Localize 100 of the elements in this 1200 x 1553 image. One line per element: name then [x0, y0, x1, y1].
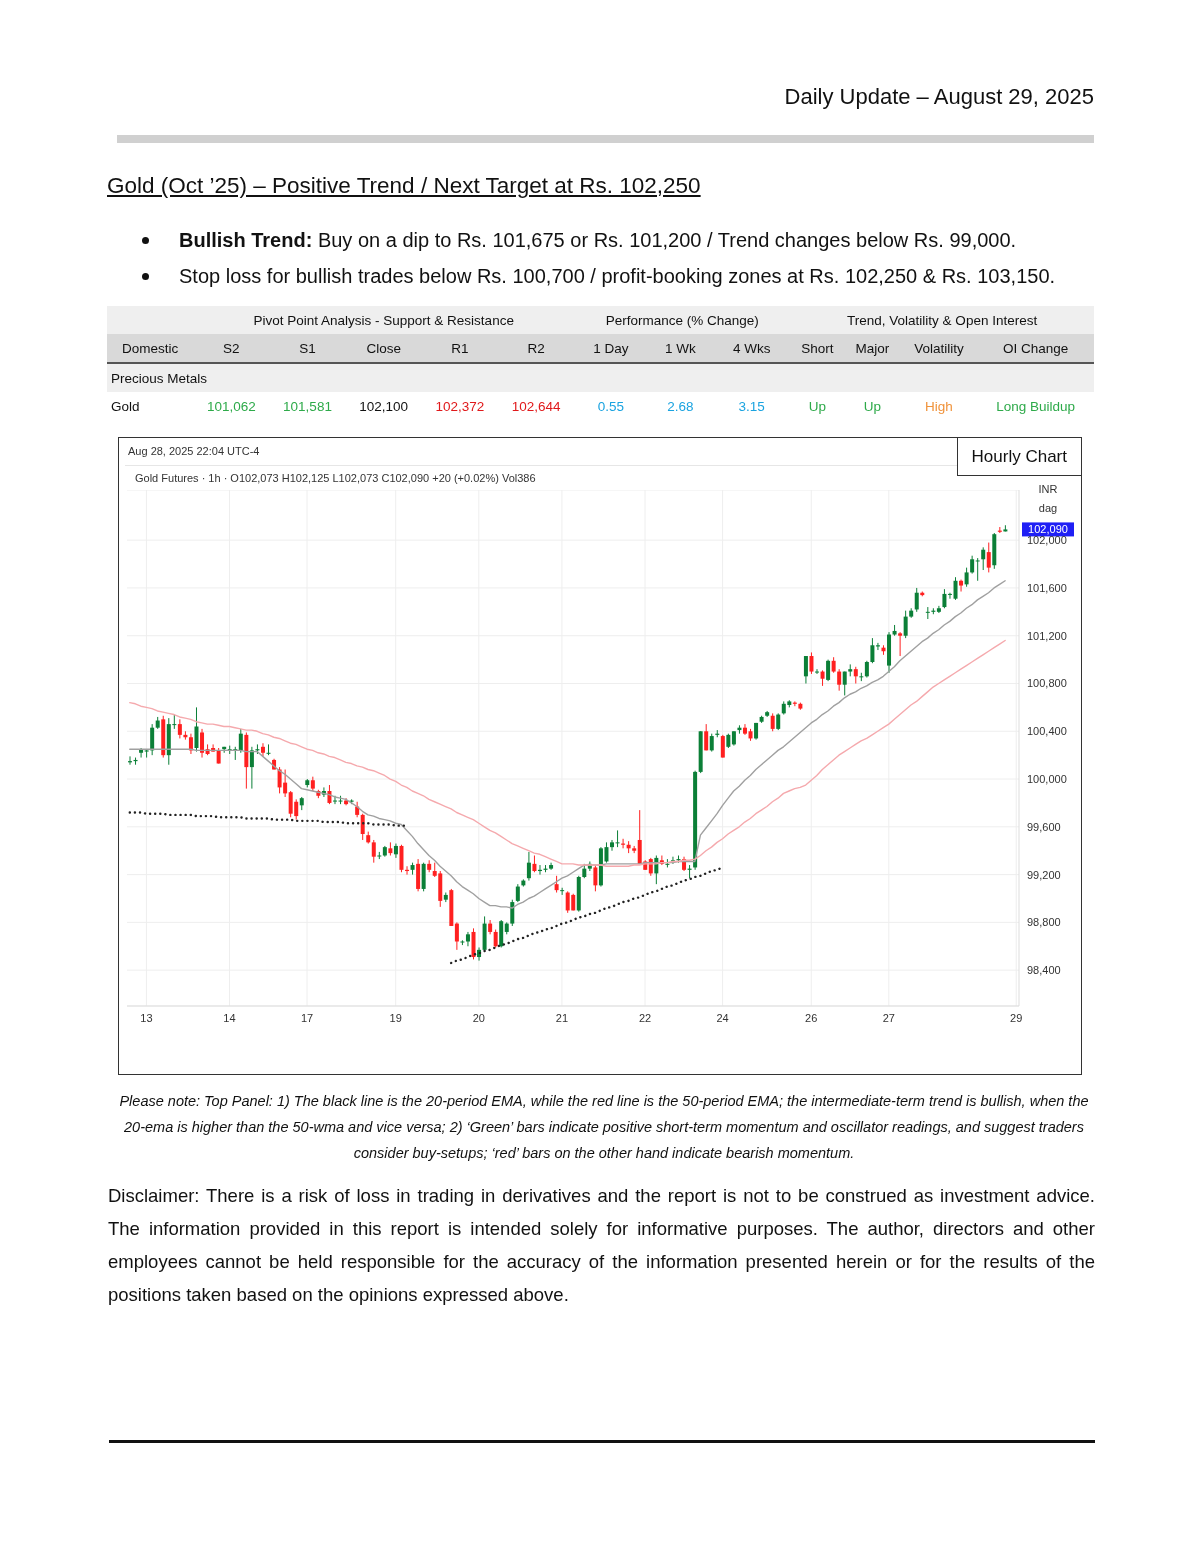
candlestick [260, 742, 265, 757]
candlestick [560, 887, 565, 896]
candlestick [399, 844, 404, 873]
y-tick-label: 99,600 [1027, 820, 1061, 833]
category-label: S1 [299, 340, 316, 356]
candlestick [981, 546, 986, 571]
x-tick-label: 27 [882, 1011, 895, 1024]
text: Daily Update – August 29, 2025 [784, 84, 1094, 109]
text: Bullish Trend: Buy on a dip to Rs. 101,675 or Rs. 101,200 / Trend changes below Rs. 99,000. [179, 229, 1017, 251]
x-tick-label: 21 [555, 1011, 569, 1024]
y-tick-label: 101,200 [1027, 629, 1067, 642]
candlestick [986, 542, 991, 573]
candlestick [332, 795, 337, 805]
text: Please note: Top Panel: 1) The black line is the 20-period EMA, while the red line is the 50-period EMA; the intermediate-term trend is bullish, when the 20-ema is higher than the 50-wma and vice versa; 2) ‘Green’ bars indicate positive short-term momentum and oscillator readings, and suggest traders consider buy-setups; ‘red’ bars on the other hand indicate bearish momentum. [119, 1093, 1089, 1161]
category-label: R2 [527, 340, 545, 356]
text: 101,581 [283, 398, 332, 414]
chart-title: Gold Futures · 1h · O102,073 H102,125 L102,073 C102,090 +20 (+0.02%) Vol386 [135, 472, 536, 484]
candlestick [947, 592, 952, 600]
y-tick-label: 101,600 [1027, 581, 1067, 594]
text: Hourly Chart [971, 447, 1067, 466]
category-label: Major [855, 340, 890, 356]
candlestick [266, 743, 271, 756]
x-tick-label: 24 [716, 1011, 729, 1024]
candlestick [249, 746, 254, 790]
category-label: S2 [223, 340, 240, 356]
candlestick [870, 637, 875, 664]
candlestick [826, 659, 831, 682]
candlestick [593, 864, 598, 892]
category-label: Close [366, 340, 401, 356]
x-tick-label: 14 [223, 1011, 236, 1024]
text: Long Buildup [996, 398, 1076, 414]
text: High [925, 398, 953, 414]
x-tick-label: 29 [1010, 1011, 1023, 1024]
candlestick [177, 718, 182, 739]
candlestick [903, 610, 908, 639]
y-tick-label: 100,000 [1027, 772, 1067, 785]
y-tick-label: 98,800 [1027, 916, 1061, 929]
chart-subtitle: Aug 28, 2025 22:04 UTC-4 [128, 445, 260, 457]
y-axis-title: INR dag [1038, 483, 1058, 514]
candlestick [510, 899, 515, 927]
candlestick [803, 655, 808, 684]
y-tick-label: 100,400 [1027, 725, 1067, 738]
x-tick-label: 20 [472, 1011, 485, 1024]
candlestick [720, 734, 725, 759]
y-tick-label: 99,200 [1027, 868, 1061, 881]
x-tick-label: 13 [140, 1011, 153, 1024]
x-tick-label: 22 [638, 1011, 652, 1024]
text: Gold (Oct ’25) – Positive Trend / Next Target at Rs. 102,250 [107, 173, 701, 198]
text: 102,372 [435, 398, 485, 414]
candlestick [942, 588, 947, 609]
candlestick [371, 839, 376, 864]
category-label: Volatility [914, 340, 964, 356]
text: Up [808, 398, 826, 414]
line-series [449, 866, 724, 965]
candlestick [704, 723, 709, 751]
table-header-shading: Pivot Point Analysis - Support & Resistance Performance (% Change) Trend, Volatility & Open Interest [107, 306, 1094, 334]
category-label: OI Change [1003, 340, 1069, 356]
text: Gold [111, 398, 140, 414]
candlestick [610, 839, 615, 852]
text: 0.55 [597, 398, 624, 414]
table-section-shading: Precious Metals [107, 363, 1094, 392]
y-tick-label: 102,000 [1027, 534, 1067, 547]
category-label: R1 [451, 340, 469, 356]
candlestick [809, 651, 814, 675]
candlestick [975, 557, 980, 582]
line-series [129, 580, 1006, 909]
x-tick-label: 26 [805, 1011, 818, 1024]
candlestick [742, 723, 747, 736]
text: 2.68 [667, 398, 694, 414]
candlestick [194, 706, 199, 753]
candlestick [959, 579, 964, 593]
text: 101,062 [206, 398, 256, 414]
candlestick [615, 829, 620, 848]
candlestick [200, 728, 205, 759]
text: 102,100 [359, 398, 409, 414]
candlestick [964, 567, 969, 588]
y-tick-label: 98,400 [1027, 964, 1061, 977]
text: Up [863, 398, 881, 414]
candlestick [925, 606, 930, 620]
text: Stop loss for bullish trades below Rs. 100,700 / profit-booking zones at Rs. 102,250 & Rs. 103,150. [179, 265, 1056, 287]
text: 3.15 [738, 398, 765, 414]
y-tick-label: 100,800 [1027, 677, 1067, 690]
candlestick [815, 668, 820, 675]
candlestick [360, 813, 365, 841]
candlestick [898, 631, 903, 657]
category-label: 1 Wk [664, 340, 696, 356]
category-label: Short [801, 340, 834, 356]
candlestick [914, 587, 919, 613]
text: 102,644 [511, 398, 561, 414]
category-label: Domestic [121, 340, 179, 356]
x-tick-label: 17 [300, 1011, 314, 1024]
candlestick [526, 851, 531, 882]
x-tick-label: 19 [389, 1011, 402, 1024]
candlestick [454, 921, 459, 951]
text: Disclaimer: There is a risk of loss in trading in derivatives and the report is not to be construed as investment advice. The information provided in this report is intended solely for informative purposes. The author, directors and other employees cannot be held responsible for the accuracy of the information presented herein or for the results of the positions taken based on the opinions expressed above. [108, 1185, 1095, 1305]
candlestick [238, 728, 243, 754]
category-label: 1 Day [593, 340, 629, 356]
candlestick [953, 576, 958, 601]
text: 102,090 [1028, 523, 1068, 536]
category-label: 4 Wks [732, 340, 771, 356]
